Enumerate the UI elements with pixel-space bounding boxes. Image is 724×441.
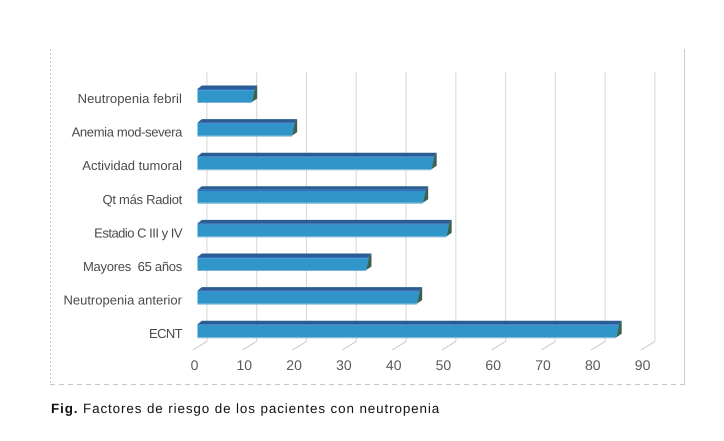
svg-text:90: 90 xyxy=(635,357,651,373)
svg-text:Neutropenia anterior: Neutropenia anterior xyxy=(63,293,182,308)
svg-text:70: 70 xyxy=(535,357,551,373)
svg-text:Qt más Radiot: Qt más Radiot xyxy=(103,192,183,207)
svg-text:Mayores 65 años: Mayores 65 años xyxy=(83,259,183,274)
svg-text:Actividad tumoral: Actividad tumoral xyxy=(82,158,182,173)
svg-text:ECNT: ECNT xyxy=(149,326,183,341)
svg-text:40: 40 xyxy=(386,357,402,373)
svg-text:Fig. Factores de riesgo de los: Fig. Factores de riesgo de los pacientes… xyxy=(51,401,440,416)
svg-text:Neutropenia febril: Neutropenia febril xyxy=(78,91,182,106)
svg-text:50: 50 xyxy=(436,357,452,373)
svg-text:Estadio C III y IV: Estadio C III y IV xyxy=(94,225,183,240)
svg-text:10: 10 xyxy=(237,357,253,373)
svg-text:20: 20 xyxy=(286,357,302,373)
svg-text:80: 80 xyxy=(585,357,601,373)
svg-text:Anemia mod-severa: Anemia mod-severa xyxy=(72,125,183,140)
svg-text:0: 0 xyxy=(191,357,199,373)
svg-text:30: 30 xyxy=(336,357,352,373)
svg-text:60: 60 xyxy=(485,357,501,373)
